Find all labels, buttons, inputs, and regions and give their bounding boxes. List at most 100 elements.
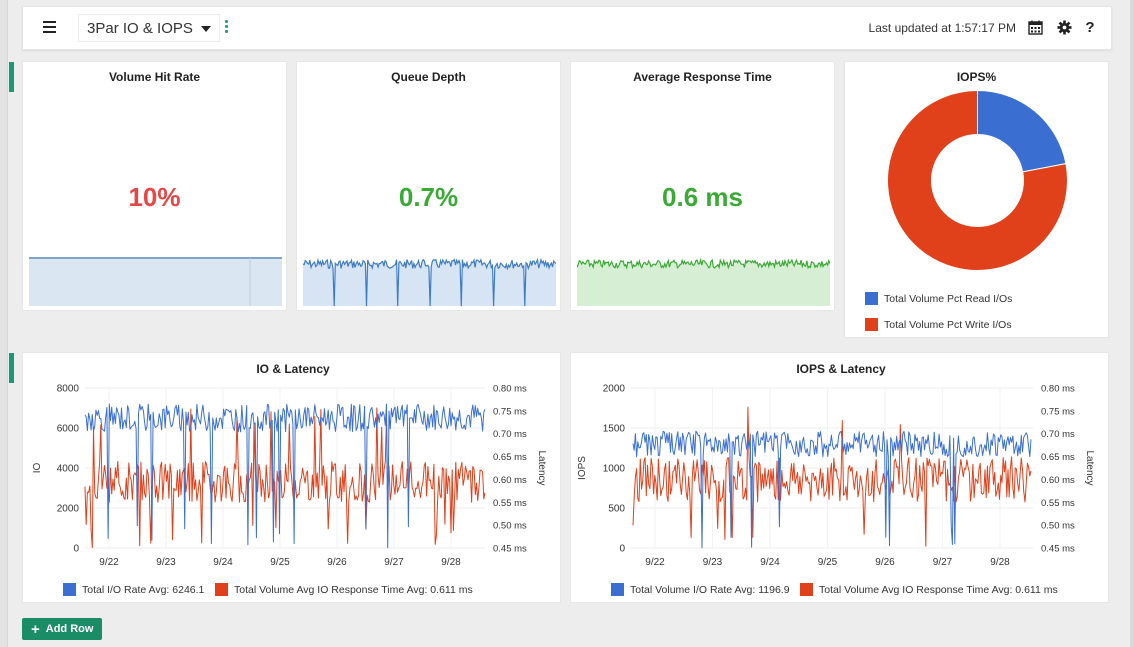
y2-tick-label: 0.50 ms: [493, 521, 527, 532]
x-tick-label: 9/25: [818, 557, 838, 568]
y-tick-label: 1500: [603, 424, 626, 435]
x-tick-label: 9/28: [441, 557, 461, 568]
last-updated-text: Last updated at 1:57:17 PM: [868, 21, 1016, 35]
y2-tick-label: 0.70 ms: [1041, 429, 1075, 440]
gear-icon[interactable]: [1055, 18, 1073, 36]
y2-tick-label: 0.75 ms: [493, 406, 527, 417]
help-icon[interactable]: ?: [1085, 18, 1095, 36]
x-tick-label: 9/22: [99, 557, 119, 568]
legend-swatch: [800, 583, 813, 596]
legend-item-write[interactable]: Total Volume Pct Write I/Os: [865, 318, 1012, 331]
io-latency-chart: IO & Latency 8000 6000 4000 2000 0 0.80 ms 0.75…: [32, 362, 547, 568]
legend-label: Total Volume Avg IO Response Time Avg: 0…: [234, 583, 473, 596]
kpi-value: 10%: [128, 182, 181, 212]
window-frame-left: [0, 0, 8, 647]
volume-hit-rate-sparkline: [29, 257, 282, 306]
x-tick-label: 9/24: [760, 557, 780, 568]
kpi-panel-volume-hit-rate: Volume Hit Rate 10%: [22, 61, 287, 311]
row-1-marker: [9, 62, 14, 92]
x-tick-label: 9/23: [156, 557, 176, 568]
legend-swatch: [215, 583, 228, 596]
dashboard-header: 3Par IO & IOPS Last updated at 1:57:17 P…: [22, 6, 1112, 50]
panel-title: Volume Hit Rate: [108, 70, 201, 84]
panel-title: IOPS%: [956, 70, 997, 84]
sparkline-line: [577, 257, 830, 270]
dashboard-selector[interactable]: 3Par IO & IOPS: [78, 14, 220, 42]
y2-tick-label: 0.50 ms: [1041, 521, 1075, 532]
y2-axis-label: Latency: [1084, 450, 1095, 485]
y2-axis-label: Latency: [536, 450, 547, 485]
x-tick-label: 9/27: [933, 557, 953, 568]
y2-tick-label: 0.65 ms: [493, 452, 527, 463]
x-tick-label: 9/28: [990, 557, 1010, 568]
legend-swatch: [611, 583, 624, 596]
x-tick-label: 9/25: [270, 557, 290, 568]
y-tick-label: 500: [608, 504, 625, 515]
y2-tick-label: 0.80 ms: [493, 384, 527, 395]
y-tick-label: 2000: [57, 504, 80, 515]
legend-item-response-time[interactable]: Total Volume Avg IO Response Time Avg: 0…: [215, 583, 473, 596]
sparkline-area: [577, 260, 830, 306]
x-tick-label: 9/24: [213, 557, 233, 568]
panel-title: Average Response Time: [633, 70, 772, 84]
legend-label: Total Volume I/O Rate Avg: 1196.9: [630, 583, 790, 596]
queue-depth-sparkline: [303, 257, 556, 306]
hamburger-menu-icon[interactable]: [43, 21, 56, 33]
add-row-button[interactable]: + Add Row: [22, 618, 103, 640]
y-tick-label: 0: [73, 544, 79, 555]
legend-item-response-time[interactable]: Total Volume Avg IO Response Time Avg: 0…: [800, 583, 1058, 596]
x-tick-label: 9/26: [327, 557, 347, 568]
donut-panel-iops-pct: IOPS% Total Volume Pct Read I/Os Total V…: [844, 61, 1109, 338]
y2-tick-label: 0.55 ms: [493, 498, 527, 509]
chart-panel-io-latency: IO & Latency 8000 6000 4000 2000 0 0.80 ms 0.75…: [22, 352, 561, 603]
legend-label: Total I/O Rate Avg: 6246.1: [82, 583, 205, 596]
x-tick-label: 9/22: [645, 557, 665, 568]
y2-tick-label: 0.60 ms: [1041, 475, 1075, 486]
series-line-io-rate[interactable]: [632, 430, 1032, 549]
kpi-value: 0.6 ms: [662, 182, 743, 212]
x-tick-label: 9/23: [703, 557, 723, 568]
legend-swatch: [865, 318, 878, 331]
y2-tick-label: 0.55 ms: [1041, 498, 1075, 509]
legend-swatch: [865, 292, 878, 305]
y2-tick-label: 0.45 ms: [493, 544, 527, 555]
legend-item-read[interactable]: Total Volume Pct Read I/Os: [865, 292, 1012, 305]
donut-slice-write[interactable]: [887, 89, 1068, 271]
y2-tick-label: 0.75 ms: [1041, 406, 1075, 417]
plus-icon: +: [31, 620, 40, 638]
y2-tick-label: 0.65 ms: [1041, 452, 1075, 463]
legend-label: Total Volume Avg IO Response Time Avg: 0…: [819, 583, 1058, 596]
row-2-marker: [9, 353, 14, 383]
series-line-io-rate[interactable]: [84, 403, 486, 549]
y-tick-label: 1000: [603, 464, 626, 475]
legend-label: Total Volume Pct Read I/Os: [884, 292, 1013, 305]
legend-item-total-volume-io-rate[interactable]: Total Volume I/O Rate Avg: 1196.9: [611, 583, 790, 596]
y-tick-label: 0: [619, 544, 625, 555]
panel-title: Queue Depth: [391, 70, 466, 84]
chart-title: IO & Latency: [256, 362, 330, 376]
legend-item-total-io-rate[interactable]: Total I/O Rate Avg: 6246.1: [63, 583, 204, 596]
more-options-icon[interactable]: [225, 20, 229, 36]
add-row-label: Add Row: [45, 623, 94, 635]
kpi-panel-queue-depth: Queue Depth 0.7%: [296, 61, 561, 311]
dashboard-title: 3Par IO & IOPS: [87, 19, 193, 37]
y2-tick-label: 0.60 ms: [493, 475, 527, 486]
y2-tick-label: 0.70 ms: [493, 429, 527, 440]
series-line-response-time[interactable]: [632, 406, 1032, 547]
donut-slice-read[interactable]: [977, 89, 1067, 173]
chevron-down-icon: [200, 26, 211, 32]
response-time-sparkline: [577, 257, 830, 306]
window-frame-right: [1130, 0, 1134, 647]
legend-label: Total Volume Pct Write I/Os: [884, 318, 1012, 331]
x-tick-label: 9/27: [384, 557, 404, 568]
y2-tick-label: 0.80 ms: [1041, 384, 1075, 395]
legend-swatch: [63, 583, 76, 596]
chart-title: IOPS & Latency: [796, 362, 886, 376]
kpi-value: 0.7%: [398, 182, 459, 212]
calendar-icon[interactable]: [1026, 18, 1044, 36]
y-tick-label: 8000: [57, 384, 80, 395]
y-axis-label: IO: [32, 463, 43, 474]
y2-tick-label: 0.45 ms: [1041, 544, 1075, 555]
iops-latency-chart: IOPS & Latency 2000 1500 1000 500 0 0.80 ms 0.7…: [577, 362, 1095, 568]
x-tick-label: 9/26: [875, 557, 895, 568]
